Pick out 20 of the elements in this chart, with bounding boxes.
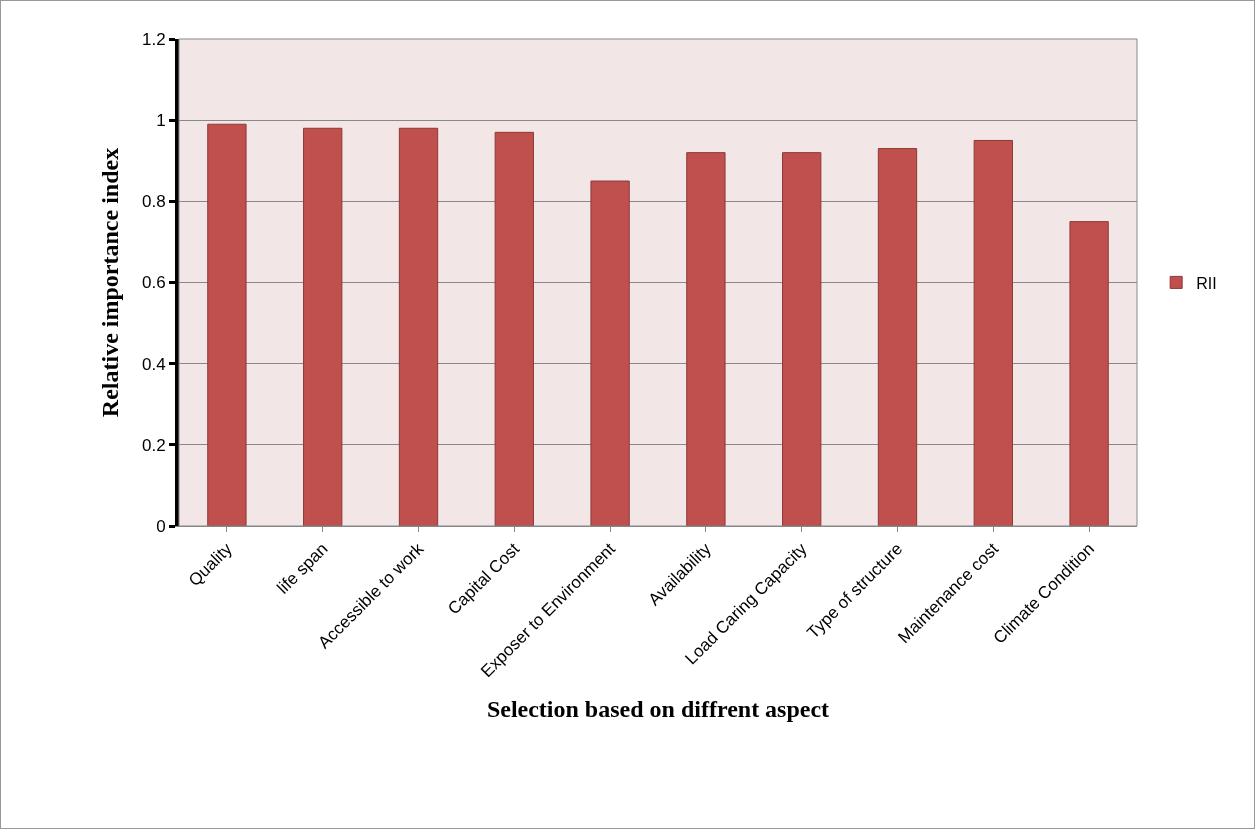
legend-label: RII (1196, 274, 1217, 292)
y-tick-label: 0.2 (141, 435, 166, 455)
x-axis-title: Selection based on diffrent aspect (486, 696, 830, 723)
y-tick-label: 0.6 (141, 273, 166, 293)
bar (398, 127, 439, 526)
y-tick-label: 1 (156, 111, 166, 131)
bar (686, 152, 726, 526)
bar (494, 131, 534, 526)
y-tick-label: 0.4 (141, 354, 166, 374)
bar (877, 148, 918, 526)
bar (303, 127, 343, 526)
bar (782, 152, 822, 526)
bar (1069, 221, 1109, 526)
y-tick-label: 1.2 (141, 29, 166, 49)
bar (207, 123, 247, 526)
y-axis-title: Relative importance index (96, 147, 123, 418)
y-tick-label: 0 (156, 516, 166, 536)
bar (973, 139, 1013, 526)
bar (590, 180, 630, 526)
y-tick-label: 0.8 (141, 192, 166, 212)
